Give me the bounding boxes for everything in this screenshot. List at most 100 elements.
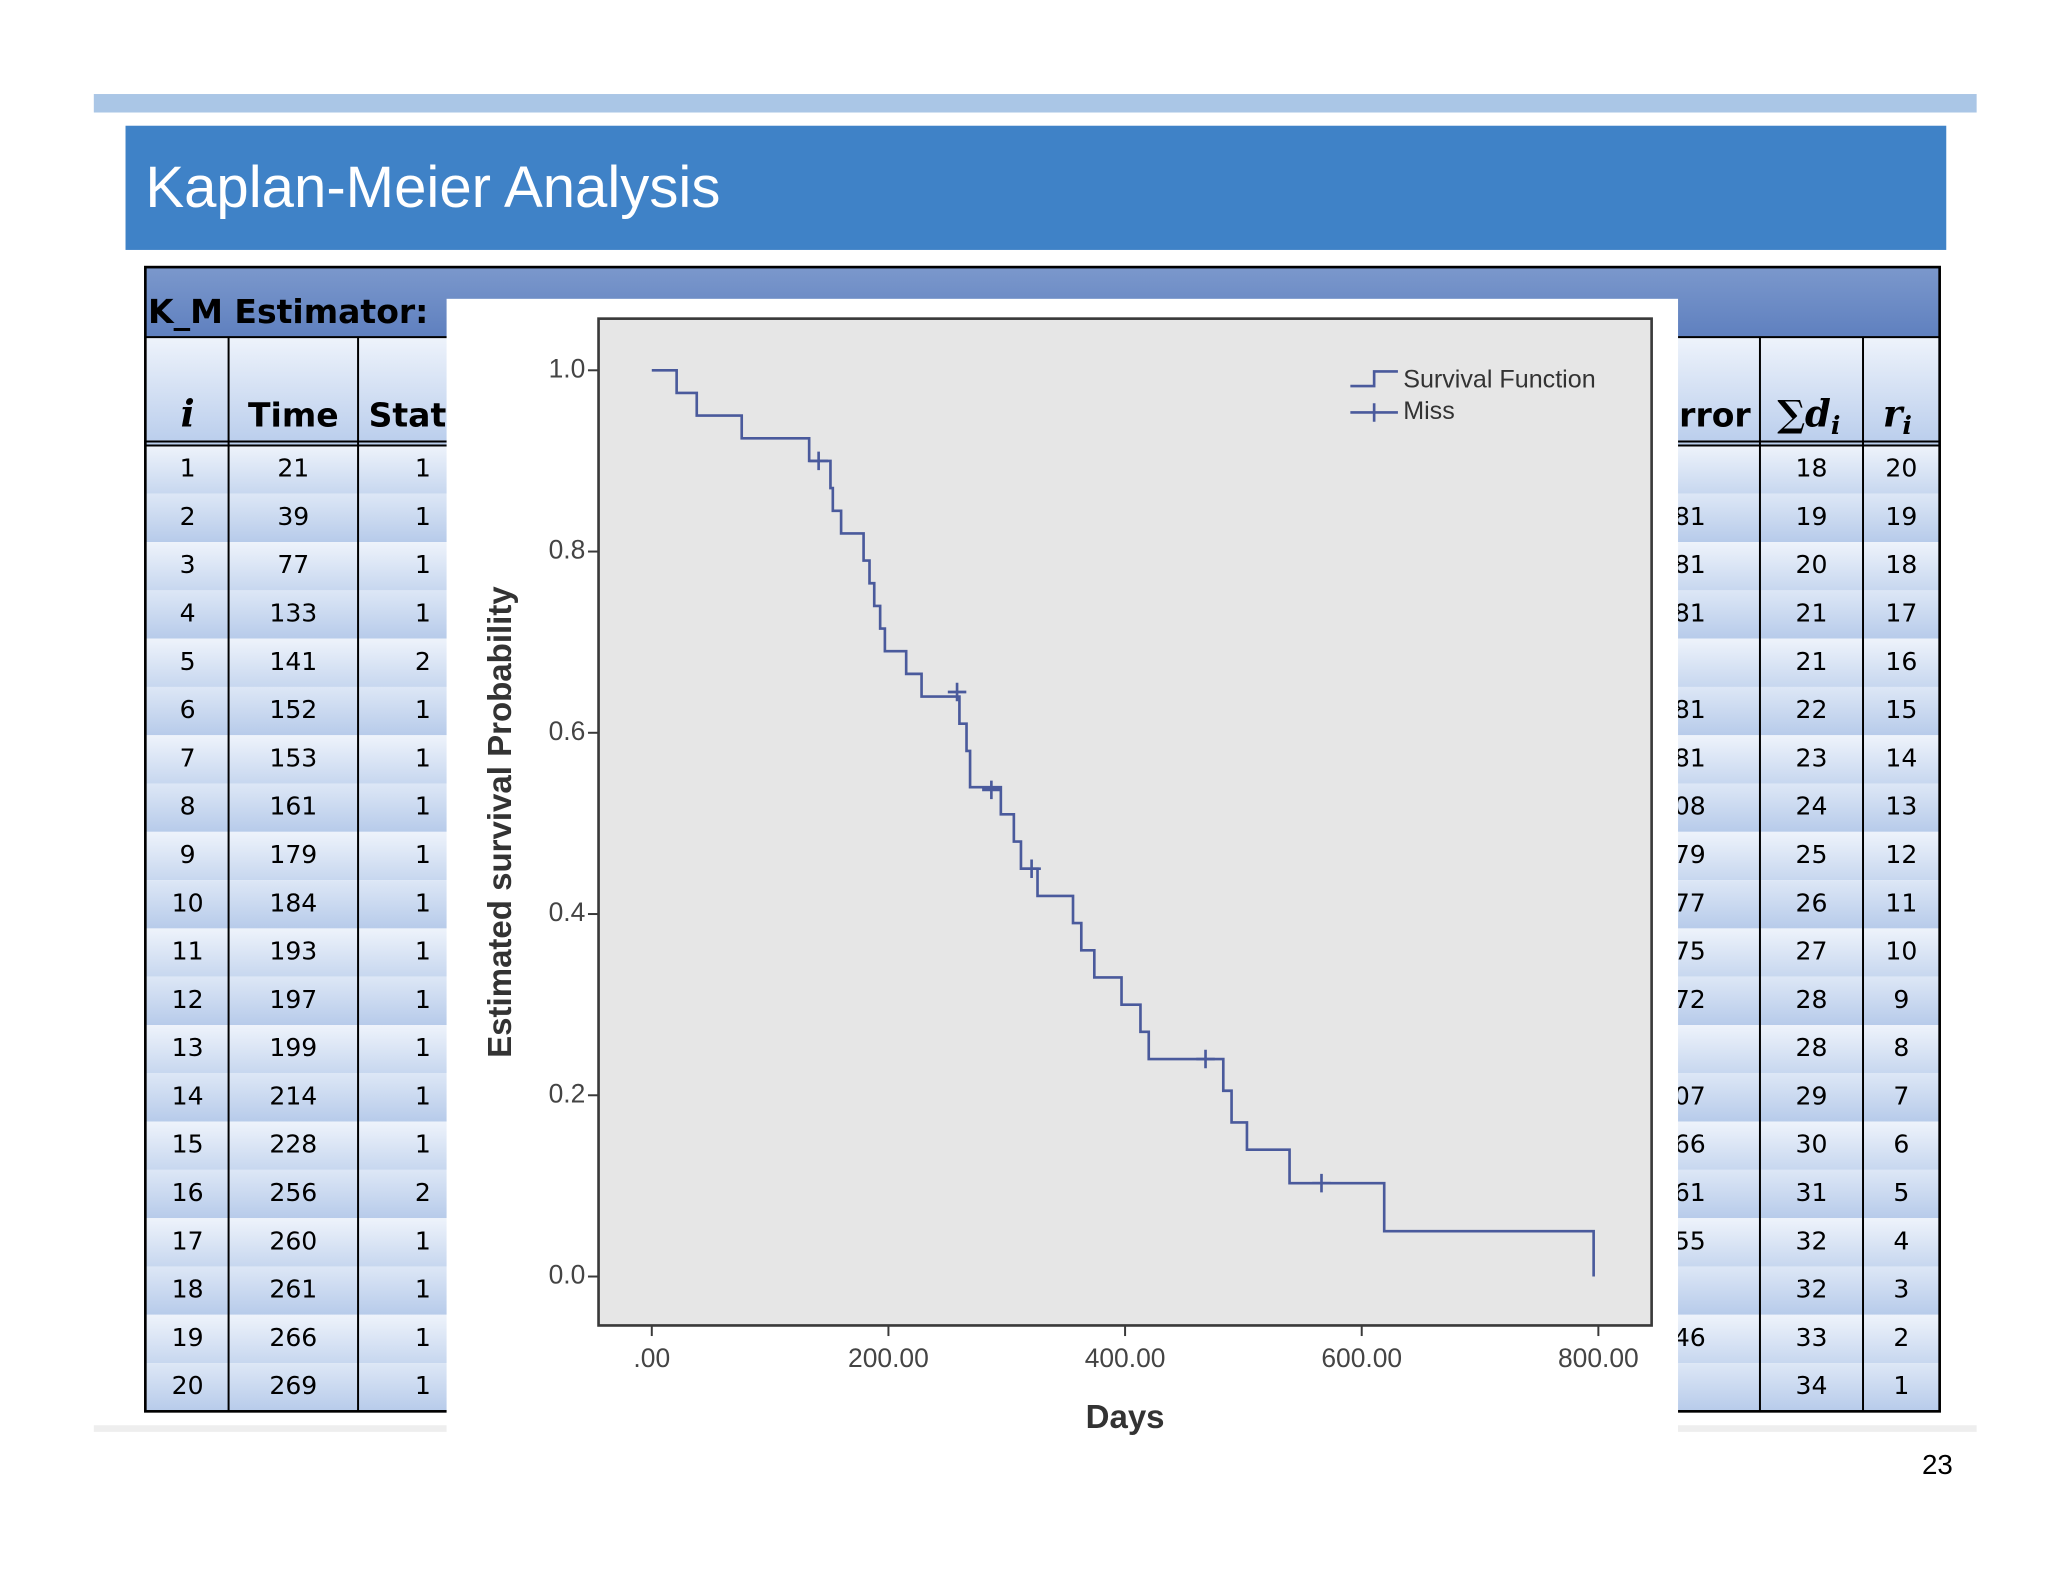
y-tick-label: 0.6 xyxy=(549,716,586,746)
table-cell: 12 xyxy=(1885,840,1917,869)
table-cell: 19 xyxy=(1796,502,1828,531)
table-cell: 193 xyxy=(269,937,317,966)
table-cell: 1 xyxy=(415,502,431,531)
table-cell: 1 xyxy=(415,1130,431,1159)
header-text: i xyxy=(181,391,195,435)
table-cell: 14 xyxy=(1885,743,1917,772)
table-cell: 81 xyxy=(1674,695,1706,724)
table-cell: 77 xyxy=(1674,888,1706,917)
x-tick-label: .00 xyxy=(633,1343,670,1373)
table-cell: 10 xyxy=(1885,937,1917,966)
table-cell: 15 xyxy=(1885,695,1917,724)
table-cell: 5 xyxy=(1893,1178,1909,1207)
table-cell: 256 xyxy=(269,1178,317,1207)
table-cell: 16 xyxy=(1885,647,1917,676)
column-header: i xyxy=(181,391,195,435)
y-axis-label: Estimated survival Probability xyxy=(481,586,518,1058)
table-cell: 25 xyxy=(1796,840,1828,869)
legend-swatch xyxy=(1350,370,1398,388)
table-cell: 79 xyxy=(1674,840,1706,869)
table-cell: 2 xyxy=(415,647,431,676)
header-text: r xyxy=(1883,391,1905,435)
header-text: Time xyxy=(248,395,339,434)
censor-mark xyxy=(1196,1049,1215,1069)
table-cell: 66 xyxy=(1674,1130,1706,1159)
y-tick-label: 0.2 xyxy=(549,1078,586,1108)
table-cell: 269 xyxy=(269,1371,317,1400)
table-cell: 8 xyxy=(180,792,196,821)
x-tick-label: 800.00 xyxy=(1558,1343,1639,1373)
table-cell: 17 xyxy=(172,1226,204,1255)
header-subscript: i xyxy=(1902,410,1912,440)
x-axis-label: Days xyxy=(1086,1398,1165,1435)
table-cell: 28 xyxy=(1796,1033,1828,1062)
table-cell: 20 xyxy=(1885,454,1917,483)
table-cell: 1 xyxy=(415,1323,431,1352)
table-cell: 161 xyxy=(269,792,317,821)
table-cell: 1 xyxy=(415,888,431,917)
table-cell: 1 xyxy=(1893,1371,1909,1400)
table-cell: 16 xyxy=(172,1178,204,1207)
table-cell: 19 xyxy=(1885,502,1917,531)
table-cell: 29 xyxy=(1796,1081,1828,1110)
table-cell: 17 xyxy=(1885,599,1917,628)
table-cell: 81 xyxy=(1674,550,1706,579)
table-cell: 20 xyxy=(1796,550,1828,579)
table-cell: 72 xyxy=(1674,985,1706,1014)
table-cell: 39 xyxy=(277,502,309,531)
table-cell: 30 xyxy=(1796,1130,1828,1159)
x-tick-label: 600.00 xyxy=(1321,1343,1402,1373)
table-cell: 2 xyxy=(180,502,196,531)
y-tick-label: 0.0 xyxy=(549,1260,586,1290)
table-cell: 214 xyxy=(269,1081,317,1110)
table-cell: 8 xyxy=(1893,1033,1909,1062)
x-tick-label: 400.00 xyxy=(1085,1343,1166,1373)
table-cell: 18 xyxy=(1885,550,1917,579)
table-cell: 152 xyxy=(269,695,317,724)
table-cell: 9 xyxy=(1893,985,1909,1014)
table-cell: 197 xyxy=(269,985,317,1014)
table-cell: 9 xyxy=(180,840,196,869)
table-cell: 1 xyxy=(415,1371,431,1400)
table-cell: 23 xyxy=(1796,743,1828,772)
table-cell: 13 xyxy=(1885,792,1917,821)
table-cell: 1 xyxy=(415,840,431,869)
censor-mark xyxy=(1022,859,1041,878)
table-cell: 6 xyxy=(1893,1130,1909,1159)
table-cell: 21 xyxy=(1796,599,1828,628)
y-tick-label: 0.4 xyxy=(549,897,586,927)
column-header: ri xyxy=(1883,391,1912,440)
legend-label: Miss xyxy=(1403,397,1455,425)
table-cell: 7 xyxy=(1893,1081,1909,1110)
table-cell: 4 xyxy=(1893,1226,1909,1255)
table-cell: 18 xyxy=(172,1275,204,1304)
page-number: 23 xyxy=(1922,1449,1953,1480)
table-cell: 24 xyxy=(1796,792,1828,821)
table-cell: 81 xyxy=(1674,743,1706,772)
y-tick-label: 1.0 xyxy=(549,353,586,383)
table-cell: 12 xyxy=(172,985,204,1014)
table-cell: 5 xyxy=(180,647,196,676)
table-cell: 22 xyxy=(1796,695,1828,724)
table-cell: 1 xyxy=(415,1033,431,1062)
table-cell: 3 xyxy=(1893,1275,1909,1304)
table-cell: 1 xyxy=(415,599,431,628)
table-cell: 19 xyxy=(172,1323,204,1352)
censor-mark xyxy=(1312,1173,1331,1193)
table-cell: 1 xyxy=(415,695,431,724)
table-cell: 21 xyxy=(277,454,309,483)
censor-mark xyxy=(982,780,1001,800)
table-cell: 179 xyxy=(269,840,317,869)
table-cell: 261 xyxy=(269,1275,317,1304)
legend-swatch xyxy=(1350,403,1398,422)
table-cell: 11 xyxy=(172,937,204,966)
table-cell: 266 xyxy=(269,1323,317,1352)
table-cell: 07 xyxy=(1674,1081,1706,1110)
table-cell: 81 xyxy=(1674,502,1706,531)
table-cell: 2 xyxy=(415,1178,431,1207)
table-cell: 13 xyxy=(172,1033,204,1062)
column-header: Time xyxy=(248,395,339,434)
table-cell: 260 xyxy=(269,1226,317,1255)
legend-label: Survival Function xyxy=(1403,365,1595,393)
table-cell: 27 xyxy=(1796,937,1828,966)
